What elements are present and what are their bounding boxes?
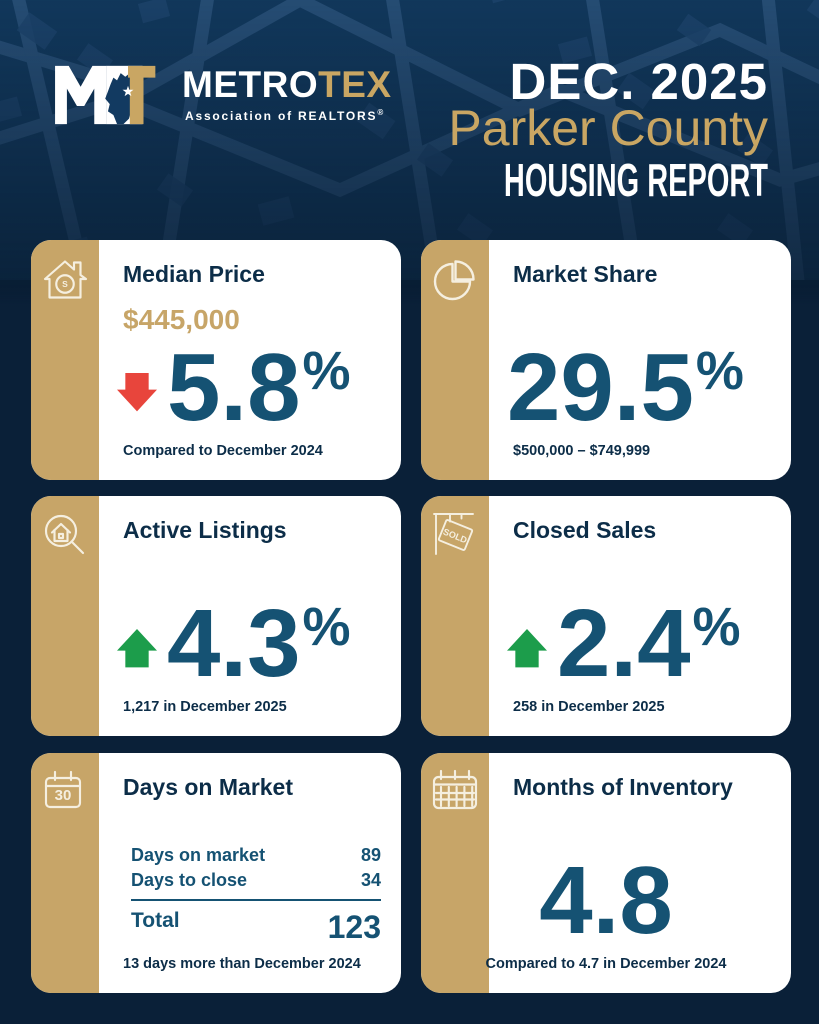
svg-text:S: S xyxy=(62,279,68,289)
svg-text:30: 30 xyxy=(55,787,72,804)
